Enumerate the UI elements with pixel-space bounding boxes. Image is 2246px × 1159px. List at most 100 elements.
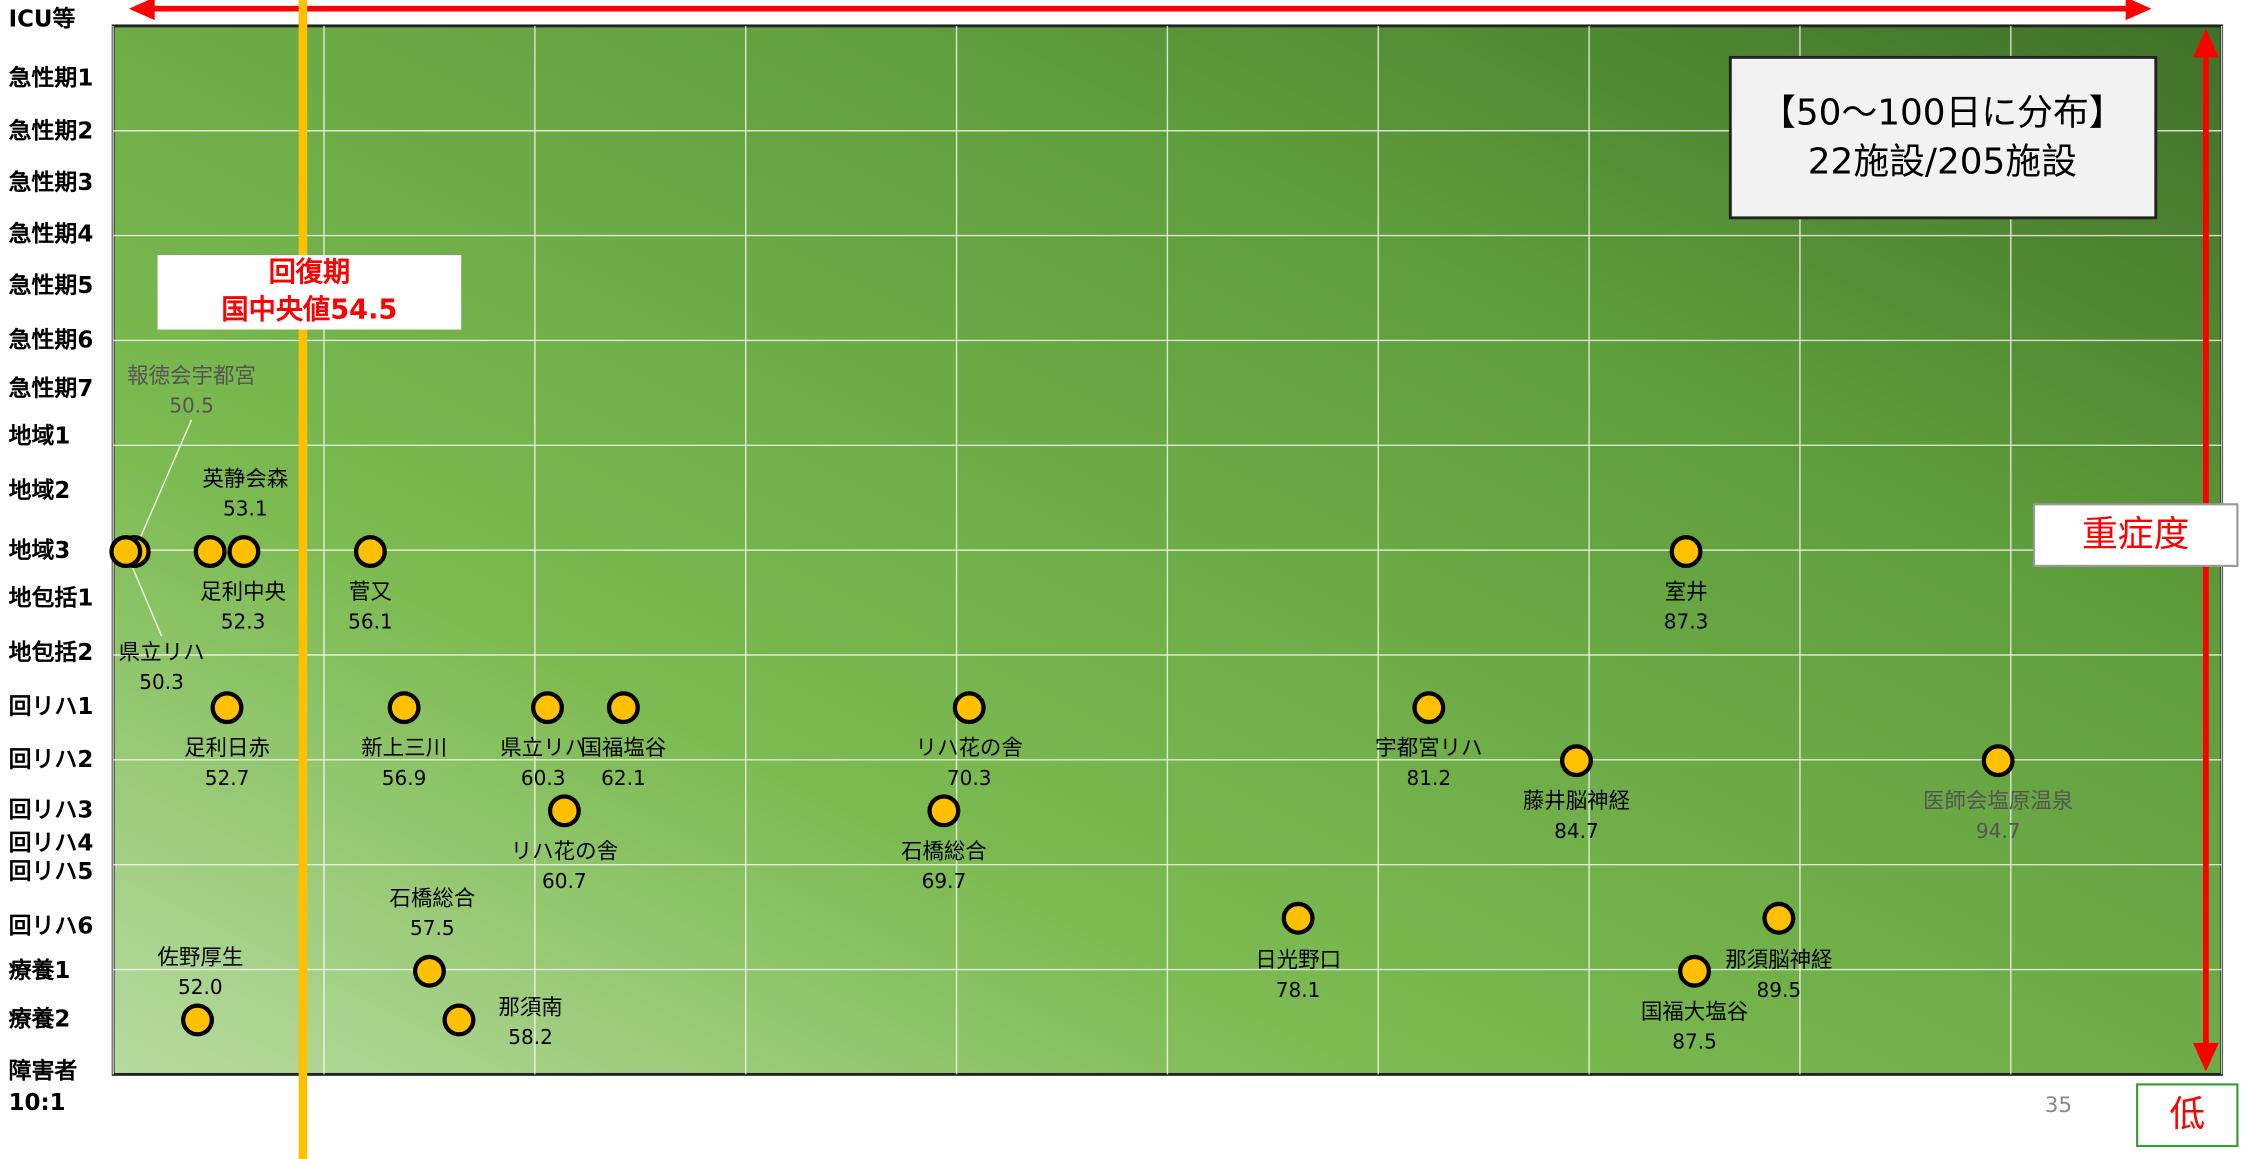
point-name: 石橋総合: [901, 839, 987, 864]
y-tick-label: 障害者 10:1: [9, 1057, 78, 1116]
point: [387, 691, 421, 725]
point: [181, 1003, 214, 1037]
point-value: 60.3: [521, 766, 566, 790]
point: [412, 954, 446, 988]
point-value: 57.5: [410, 916, 455, 940]
point-value: 50.5: [169, 393, 214, 417]
median-label: 国中央値54.5: [221, 294, 397, 325]
median-title: 回復期: [269, 256, 351, 288]
point-name: 医師会塩原温泉: [1923, 789, 2073, 814]
page-number: 35: [2045, 1093, 2072, 1118]
y-tick-label: 地域3: [9, 537, 71, 564]
y-tick-label: 回リハ5: [9, 859, 94, 885]
point-name: リハ花の舎: [511, 839, 618, 864]
point-value: 81.2: [1407, 766, 1452, 790]
point-value: 60.7: [542, 869, 587, 893]
point-value: 87.5: [1672, 1029, 1717, 1053]
point: [1981, 744, 2015, 778]
point-name: 宇都宮リハ: [1375, 736, 1482, 761]
point-name: 県立リハ: [119, 640, 205, 665]
point: [606, 691, 640, 725]
point-name: リハ花の舎: [916, 736, 1023, 761]
point-value: 53.1: [223, 497, 268, 521]
point-name: 室井: [1665, 580, 1708, 605]
point-value: 89.5: [1757, 978, 1802, 1002]
point: [353, 535, 387, 569]
point-name: 国福大塩谷: [1641, 1000, 1748, 1025]
point-value: 56.9: [382, 766, 427, 790]
point: [952, 691, 986, 725]
point: [547, 794, 581, 828]
low-box: [2136, 1083, 2239, 1148]
info-box: [1728, 55, 2158, 220]
point: [1669, 535, 1703, 569]
point-value: 52.0: [178, 975, 223, 999]
point-value: 84.7: [1554, 819, 1599, 843]
point-name: 英静会森: [202, 467, 288, 492]
point: [531, 691, 564, 725]
point-name: 石橋総合: [389, 887, 475, 912]
point-value: 58.2: [508, 1025, 553, 1049]
point: [109, 535, 143, 569]
leader-line: [133, 419, 193, 552]
y-tick-label: 地包括2: [9, 639, 94, 666]
point: [1412, 691, 1446, 725]
point: [442, 1003, 476, 1037]
point-name: 佐野厚生: [157, 945, 243, 970]
axis-label: 重症度: [2082, 514, 2189, 555]
point-value: 50.3: [139, 670, 184, 694]
point-name: 県立リハ: [500, 736, 586, 761]
point-value: 69.7: [922, 869, 967, 893]
point-value: 56.1: [348, 610, 393, 634]
y-tick-label: 急性期4: [9, 221, 94, 248]
y-tick-label: 急性期2: [9, 117, 94, 144]
point-value: 52.7: [205, 766, 250, 790]
axis-low: 低: [2169, 1094, 2205, 1135]
y-tick-label: 療養1: [9, 957, 71, 984]
point: [1281, 901, 1315, 935]
info-title: 【50〜100日に分布】: [1760, 93, 2124, 134]
y-tick-label: 回リハ1: [9, 694, 94, 720]
y-tick-label: 地域1: [9, 422, 71, 449]
y-tick-label: 療養2: [9, 1005, 71, 1032]
point-value: 87.3: [1664, 610, 1709, 634]
point-value: 70.3: [947, 766, 992, 790]
point: [1678, 954, 1711, 988]
y-tick-label: 地域2: [9, 477, 71, 504]
axis-label-box: [2032, 503, 2239, 567]
point-value: 78.1: [1276, 978, 1321, 1002]
y-tick-label: 回リハ3: [9, 797, 94, 823]
point-name: 菅又: [349, 580, 392, 605]
point-name: 那須南: [498, 996, 562, 1021]
point-value: 62.1: [601, 766, 646, 790]
y-tick-label: 回リハ2: [9, 747, 94, 773]
median-box: [157, 255, 462, 330]
point-name: 藤井脳神経: [1523, 789, 1630, 814]
marks: 報徳会宇都宮 50.5 県立リハ 50.3 英静会森 53.1 足利中央 52.3 菅又 56.1…: [109, 364, 2073, 1053]
point: [1559, 744, 1593, 778]
point-name: 新上三川: [361, 736, 447, 761]
point-value: 94.7: [1976, 819, 2021, 843]
point: [193, 535, 227, 569]
top-arrow: [128, 0, 2152, 21]
y-tick-label: 急性期6: [9, 327, 94, 354]
y-tick-label: 地包括1: [9, 584, 94, 611]
point-name: 日光野口: [1255, 948, 1341, 973]
point-name: 足利中央: [200, 580, 286, 605]
y-tick-label: 急性期5: [9, 272, 94, 299]
y-tick-label: 急性期7: [9, 375, 94, 402]
point: [1762, 901, 1796, 935]
point-name: 国福塩谷: [580, 736, 666, 761]
y-tick-label: 回リハ6: [9, 913, 94, 939]
point-name: 那須脳神経: [1725, 948, 1832, 973]
y-tick-label: ICU等: [9, 6, 76, 33]
y-tick-label: 急性期3: [9, 169, 94, 196]
y-tick-label: 急性期1: [9, 64, 94, 91]
point: [227, 535, 261, 569]
point-value: 52.3: [221, 610, 266, 634]
point: [927, 794, 961, 828]
